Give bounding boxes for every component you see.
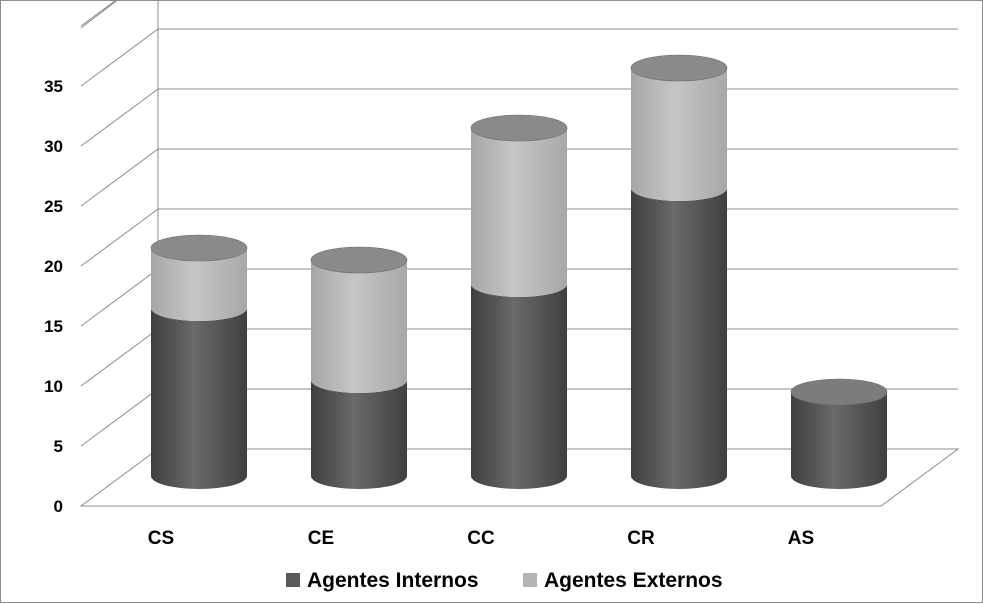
legend-swatch	[523, 573, 537, 587]
y-tick-label: 15	[44, 317, 63, 336]
bar-segment-ce-externos	[311, 260, 407, 393]
gridline	[80, 1, 116, 27]
y-tick-label: 10	[44, 377, 63, 396]
gridline	[80, 28, 958, 87]
y-tick-label: 25	[44, 197, 63, 216]
y-tick-label: 0	[54, 497, 63, 516]
x-tick-label: CR	[627, 528, 655, 549]
bar-segment-as-internos	[791, 392, 887, 489]
side-wall-top-edge	[80, 1, 118, 29]
bar-top-cap-cs	[150, 234, 248, 262]
bar-segment-cr-internos	[631, 188, 727, 489]
x-tick-label: CS	[148, 528, 174, 549]
bar-segment-cc-internos	[471, 284, 567, 489]
legend-swatch	[286, 573, 300, 587]
bar-segment-cs-externos	[151, 248, 247, 321]
bars	[150, 54, 888, 489]
x-tick-label: AS	[788, 528, 814, 549]
legend: Agentes Internos Agentes Externos	[286, 569, 723, 592]
bar-segment-cs-internos	[151, 308, 247, 489]
bar-segment-cr-externos	[631, 68, 727, 201]
y-tick-label: 20	[44, 257, 63, 276]
legend-label: Agentes Externos	[544, 569, 723, 592]
bar-top-cap-as	[790, 378, 888, 406]
legend-item: Agentes Internos	[286, 569, 479, 592]
y-axis: 0 5 10 15 20 25 30 35	[44, 77, 63, 516]
legend-item: Agentes Externos	[523, 569, 723, 592]
legend-label: Agentes Internos	[307, 569, 479, 592]
bar-segment-ce-internos	[311, 380, 407, 489]
x-tick-label: CE	[308, 528, 334, 549]
bar-top-cap-ce	[310, 246, 408, 274]
x-axis: CS CE CC CR AS	[148, 528, 814, 549]
bar-top-cap-cr	[630, 54, 728, 82]
y-tick-label: 35	[44, 77, 63, 96]
x-tick-label: CC	[467, 528, 495, 549]
bar-top-cap-cc	[470, 114, 568, 142]
y-tick-label: 30	[44, 137, 63, 156]
y-tick-label: 5	[54, 437, 63, 456]
bar-segment-cc-externos	[471, 128, 567, 297]
